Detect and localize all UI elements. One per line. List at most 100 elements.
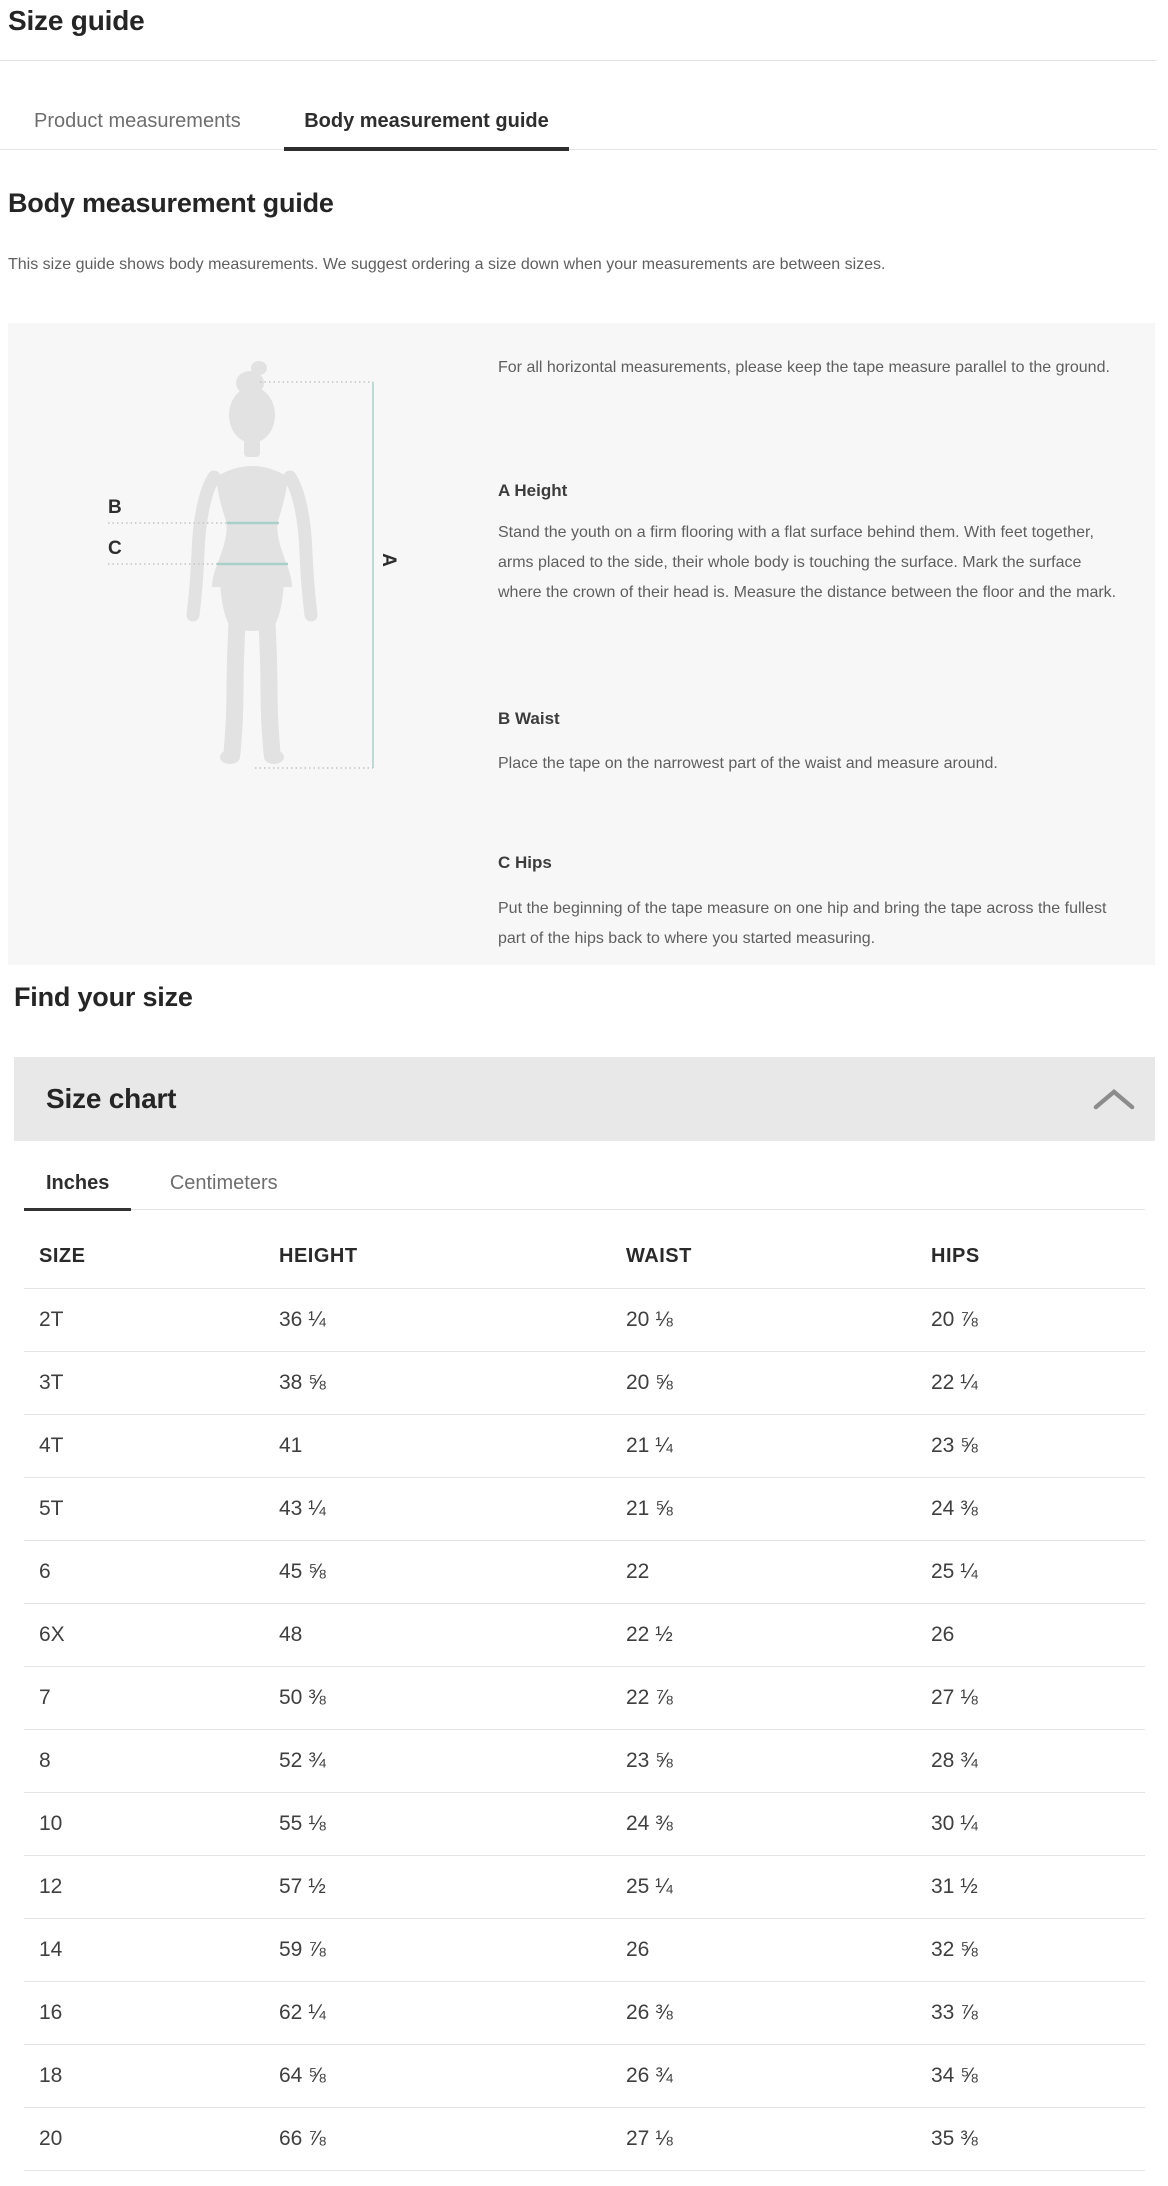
measurement-cell: 48 (264, 1603, 611, 1667)
table-row: 20 66 ⅞ 27 ⅛ 35 ⅜ (24, 2107, 1145, 2171)
size-chart-accordion-header[interactable]: Size chart (14, 1057, 1155, 1141)
tab-body-measurement-guide[interactable]: Body measurement guide (284, 110, 569, 151)
size-cell: 4T (24, 1414, 264, 1478)
measurement-cell: 50 ⅜ (264, 1666, 611, 1730)
measurement-cell: 24 ⅜ (916, 1477, 1145, 1541)
measurement-cell: 25 ¼ (611, 1855, 916, 1919)
body-measurement-figure: B C A (108, 361, 399, 769)
measurement-cell: 22 ¼ (916, 1351, 1145, 1415)
measurement-cell: 41 (264, 1414, 611, 1478)
table-header-row: SIZE HEIGHT WAIST HIPS (24, 1209, 1145, 1289)
measurement-cell: 26 (611, 1918, 916, 1982)
tab-inches[interactable]: Inches (24, 1172, 132, 1211)
table-row: 4T 41 21 ¼ 23 ⅝ (24, 1414, 1145, 1478)
size-chart-title: Size chart (46, 1083, 177, 1114)
measurement-cell: 24 ⅜ (611, 1792, 916, 1856)
measurement-cell: 32 ⅝ (916, 1918, 1145, 1982)
guide-description: This size guide shows body measurements.… (8, 256, 886, 273)
tab-centimeters[interactable]: Centimeters (169, 1172, 278, 1194)
measurement-cell: 45 ⅝ (264, 1540, 611, 1604)
table-row: 16 62 ¼ 26 ⅜ 33 ⅞ (24, 1981, 1145, 2045)
measurement-cell: 26 (916, 1603, 1145, 1667)
measurement-cell: 25 ¼ (916, 1540, 1145, 1604)
measurement-cell: 43 ¼ (264, 1477, 611, 1541)
measurement-cell: 26 ⅜ (611, 1981, 916, 2045)
size-chart-table: SIZE HEIGHT WAIST HIPS 2T 36 ¼ 20 ⅛ 20 ⅞ 3T 38 ⅝… (24, 1209, 1145, 2171)
measurement-cell: 59 ⅞ (264, 1918, 611, 1982)
measurement-instructions-panel: B C A For all horizontal measurements, p… (8, 323, 1155, 965)
table-row: 10 55 ⅛ 24 ⅜ 30 ¼ (24, 1792, 1145, 1856)
tape-measure-note: For all horizontal measurements, please … (498, 359, 1110, 376)
measurement-cell: 22 ⅞ (611, 1666, 916, 1730)
column-header-size: SIZE (24, 1209, 264, 1289)
page-title: Size guide (8, 5, 145, 36)
size-cell: 2T (24, 1288, 264, 1352)
figure-label-b: B (108, 497, 122, 518)
size-cell: 10 (24, 1792, 264, 1856)
table-row: 5T 43 ¼ 21 ⅝ 24 ⅜ (24, 1477, 1145, 1541)
measurement-cell: 62 ¼ (264, 1981, 611, 2045)
size-cell: 7 (24, 1666, 264, 1730)
measurement-cell: 20 ⅝ (611, 1351, 916, 1415)
size-cell: 16 (24, 1981, 264, 2045)
measurement-cell: 21 ⅝ (611, 1477, 916, 1541)
measurement-cell: 66 ⅞ (264, 2107, 611, 2171)
hips-section-label: C Hips (498, 853, 552, 872)
height-section-text: Stand the youth on a firm flooring with … (498, 524, 1117, 601)
figure-label-c: C (108, 538, 122, 559)
measurement-lines (108, 381, 374, 769)
size-table-body: 2T 36 ¼ 20 ⅛ 20 ⅞ 3T 38 ⅝ 20 ⅝ 22 ¼ 4T 41 21 ¼ 23 ⅝… (24, 1288, 1145, 2171)
find-your-size-heading: Find your size (14, 982, 193, 1012)
measurement-cell: 20 ⅛ (611, 1288, 916, 1352)
size-cell: 8 (24, 1729, 264, 1793)
girl-silhouette (212, 361, 292, 764)
size-cell: 20 (24, 2107, 264, 2171)
measurement-cell: 22 (611, 1540, 916, 1604)
measurement-cell: 20 ⅞ (916, 1288, 1145, 1352)
size-cell: 5T (24, 1477, 264, 1541)
measurement-cell: 31 ½ (916, 1855, 1145, 1919)
size-cell: 6 (24, 1540, 264, 1604)
column-header-hips: HIPS (916, 1209, 1145, 1289)
size-cell: 3T (24, 1351, 264, 1415)
table-row: 6 45 ⅝ 22 25 ¼ (24, 1540, 1145, 1604)
size-cell: 18 (24, 2044, 264, 2108)
measurement-cell: 26 ¾ (611, 2044, 916, 2108)
chevron-up-icon (1093, 1089, 1135, 1110)
size-chart-table-wrap: SIZE HEIGHT WAIST HIPS 2T 36 ¼ 20 ⅛ 20 ⅞ 3T 38 ⅝… (24, 1209, 1145, 2171)
girl-silhouette-limbs (186, 470, 318, 762)
table-row: 3T 38 ⅝ 20 ⅝ 22 ¼ (24, 1351, 1145, 1415)
table-row: 6X 48 22 ½ 26 (24, 1603, 1145, 1667)
measurement-cell: 30 ¼ (916, 1792, 1145, 1856)
column-header-waist: WAIST (611, 1209, 916, 1289)
measurement-cell: 57 ½ (264, 1855, 611, 1919)
measurement-cell: 23 ⅝ (611, 1729, 916, 1793)
table-row: 8 52 ¾ 23 ⅝ 28 ¾ (24, 1729, 1145, 1793)
measurement-cell: 27 ⅛ (916, 1666, 1145, 1730)
measurement-cell: 34 ⅝ (916, 2044, 1145, 2108)
measurement-cell: 23 ⅝ (916, 1414, 1145, 1478)
measurement-cell: 38 ⅝ (264, 1351, 611, 1415)
measurement-cell: 21 ¼ (611, 1414, 916, 1478)
measurement-cell: 64 ⅝ (264, 2044, 611, 2108)
measurement-cell: 22 ½ (611, 1603, 916, 1667)
measurement-cell: 27 ⅛ (611, 2107, 916, 2171)
table-row: 2T 36 ¼ 20 ⅛ 20 ⅞ (24, 1288, 1145, 1352)
section-heading: Body measurement guide (8, 188, 334, 218)
table-row: 18 64 ⅝ 26 ¾ 34 ⅝ (24, 2044, 1145, 2108)
table-row: 14 59 ⅞ 26 32 ⅝ (24, 1918, 1145, 1982)
size-cell: 14 (24, 1918, 264, 1982)
measurement-cell: 52 ¾ (264, 1729, 611, 1793)
waist-section-text: Place the tape on the narrowest part of … (498, 755, 998, 772)
measurement-cell: 36 ¼ (264, 1288, 611, 1352)
height-section-label: A Height (498, 481, 568, 500)
table-row: 12 57 ½ 25 ¼ 31 ½ (24, 1855, 1145, 1919)
waist-section-label: B Waist (498, 709, 560, 728)
unit-tabs: Inches Centimeters (24, 1160, 1145, 1211)
table-row: 7 50 ⅜ 22 ⅞ 27 ⅛ (24, 1666, 1145, 1730)
hips-section-text: Put the beginning of the tape measure on… (498, 900, 1107, 947)
measurement-cell: 33 ⅞ (916, 1981, 1145, 2045)
column-header-height: HEIGHT (264, 1209, 611, 1289)
tab-product-measurements[interactable]: Product measurements (34, 110, 241, 132)
